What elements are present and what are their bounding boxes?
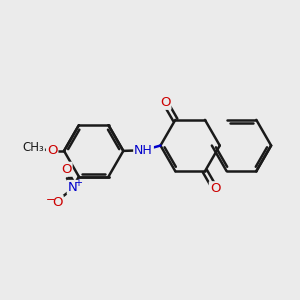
Text: N: N [68,181,77,194]
Text: O: O [160,96,170,109]
Text: −: − [46,195,56,205]
Text: +: + [74,178,82,188]
Text: O: O [52,196,63,209]
Text: O: O [61,163,72,176]
Text: CH₃: CH₃ [22,140,44,154]
Text: O: O [210,182,220,195]
Text: NH: NH [134,144,153,158]
Text: O: O [47,144,57,158]
